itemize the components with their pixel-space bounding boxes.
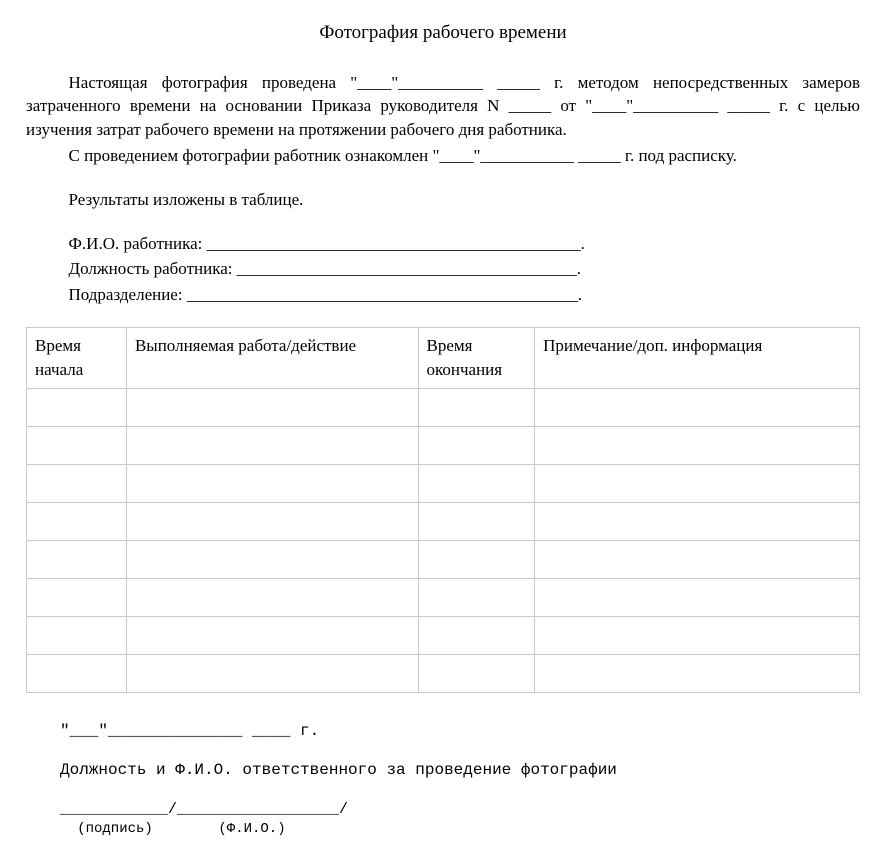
worktime-table: Время начала Выполняемая работа/действие… (26, 327, 860, 693)
table-header-end: Время окончания (418, 327, 535, 388)
table-header-note: Примечание/доп. информация (535, 327, 860, 388)
table-row (27, 426, 860, 464)
table-row (27, 616, 860, 654)
table-cell (418, 654, 535, 692)
table-cell (126, 464, 418, 502)
employee-fio-line: Ф.И.О. работника: ______________________… (26, 232, 860, 256)
table-cell (535, 426, 860, 464)
table-cell (535, 502, 860, 540)
footer-sign-line: ____________/__________________/ (60, 800, 860, 820)
table-cell (126, 502, 418, 540)
employee-department-line: Подразделение: _________________________… (26, 283, 860, 307)
table-cell (126, 388, 418, 426)
table-row (27, 388, 860, 426)
table-cell (535, 464, 860, 502)
table-cell (27, 578, 127, 616)
table-cell (418, 616, 535, 654)
table-header-start: Время начала (27, 327, 127, 388)
footer-block: "___"______________ ____ г. Должность и … (26, 721, 860, 839)
table-cell (535, 654, 860, 692)
table-cell (418, 578, 535, 616)
table-row (27, 654, 860, 692)
table-cell (418, 502, 535, 540)
table-header-row: Время начала Выполняемая работа/действие… (27, 327, 860, 388)
table-cell (126, 426, 418, 464)
table-cell (535, 540, 860, 578)
table-cell (535, 388, 860, 426)
table-header-work: Выполняемая работа/действие (126, 327, 418, 388)
table-row (27, 540, 860, 578)
footer-date-line: "___"______________ ____ г. (60, 721, 860, 743)
table-cell (27, 388, 127, 426)
table-row (27, 578, 860, 616)
table-cell (418, 464, 535, 502)
document-title: Фотография рабочего времени (26, 20, 860, 47)
table-cell (535, 578, 860, 616)
intro-paragraph-2: С проведением фотографии работник ознако… (26, 144, 860, 168)
table-cell (27, 654, 127, 692)
table-cell (126, 578, 418, 616)
table-cell (418, 426, 535, 464)
table-row (27, 502, 860, 540)
results-line: Результаты изложены в таблице. (26, 188, 860, 212)
table-cell (27, 540, 127, 578)
employee-position-line: Должность работника: ___________________… (26, 257, 860, 281)
footer-sign-labels: (подпись)(Ф.И.О.) (60, 820, 860, 839)
table-cell (27, 464, 127, 502)
table-cell (126, 540, 418, 578)
table-cell (27, 616, 127, 654)
intro-paragraph-1: Настоящая фотография проведена "____"___… (26, 71, 860, 142)
sign-label-signature: (подпись) (60, 820, 170, 839)
table-body (27, 388, 860, 692)
table-cell (418, 540, 535, 578)
employee-info-block: Ф.И.О. работника: ______________________… (26, 232, 860, 307)
intro-block: Настоящая фотография проведена "____"___… (26, 71, 860, 168)
table-cell (27, 426, 127, 464)
table-cell (27, 502, 127, 540)
footer-responsible-line: Должность и Ф.И.О. ответственного за про… (60, 760, 860, 782)
table-cell (126, 616, 418, 654)
table-cell (126, 654, 418, 692)
table-cell (418, 388, 535, 426)
sign-label-fio: (Ф.И.О.) (172, 820, 332, 839)
table-cell (535, 616, 860, 654)
table-row (27, 464, 860, 502)
